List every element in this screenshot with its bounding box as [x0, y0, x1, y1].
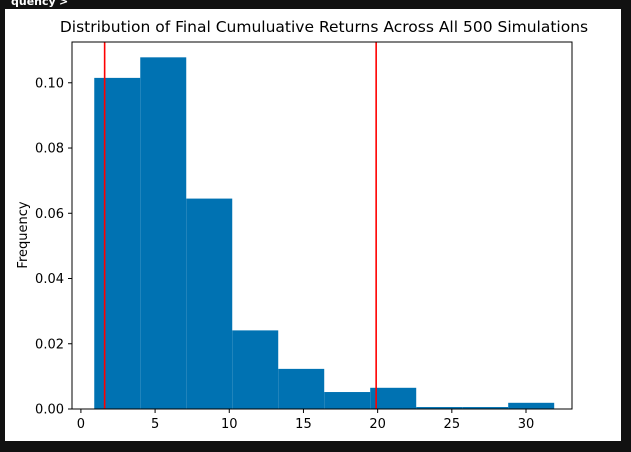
histogram-bar: [462, 407, 509, 409]
bars-layer: [94, 57, 555, 409]
x-tick-label: 25: [444, 417, 461, 432]
y-tick-label: 0.06: [35, 207, 64, 222]
chart-figure: Distribution of Final Cumuluative Return…: [5, 9, 621, 441]
reference-lines: [103, 42, 377, 409]
x-tick-label: 30: [518, 417, 535, 432]
plot-frame: [71, 41, 573, 410]
histogram-bar: [416, 407, 463, 409]
x-tick-label: 20: [369, 417, 386, 432]
histogram-bar: [186, 198, 233, 409]
y-tick-label: 0.08: [35, 142, 64, 157]
histogram-bar: [370, 387, 417, 409]
cell-output-header: quency'>: [0, 0, 631, 9]
y-tick-label: 0.02: [35, 337, 64, 352]
histogram-bar: [94, 77, 141, 409]
histogram-chart: Distribution of Final Cumuluative Return…: [16, 18, 588, 432]
y-tick-label: 0.10: [35, 76, 64, 91]
cell-output-label: quency'>: [11, 0, 69, 8]
y-axis-label: Frequency: [16, 201, 31, 268]
chart-title: Distribution of Final Cumuluative Return…: [60, 18, 588, 36]
x-tick-label: 5: [151, 417, 159, 432]
y-tick-label: 0.00: [35, 403, 64, 418]
histogram-bar: [140, 57, 187, 409]
x-tick-label: 0: [77, 417, 85, 432]
histogram-bar: [232, 330, 279, 409]
histogram-bar: [324, 392, 371, 409]
histogram-bar: [508, 402, 555, 409]
histogram-bar: [278, 368, 325, 409]
y-tick-label: 0.04: [35, 272, 64, 287]
axis-ticks: 0 5 10 15 20 25 30 0.00 0.02 0.04 0.06 0.08 0.10: [35, 76, 534, 432]
x-tick-label: 15: [295, 417, 312, 432]
x-tick-label: 10: [221, 417, 238, 432]
